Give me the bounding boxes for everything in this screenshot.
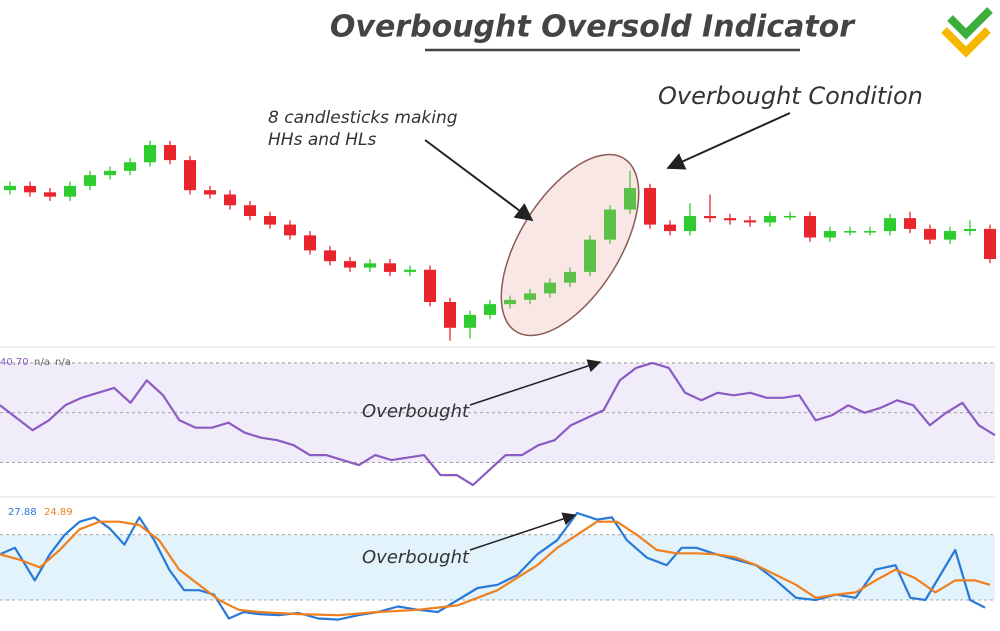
readout: 27.88 — [8, 507, 37, 518]
candle-body — [904, 218, 916, 229]
candle-body — [764, 216, 776, 223]
candle-body — [984, 228, 996, 259]
candle-body — [24, 185, 36, 193]
candle-body — [864, 231, 876, 233]
candle-body — [584, 239, 596, 272]
candle-body — [364, 263, 376, 268]
candle-body — [104, 170, 116, 176]
candle-body — [124, 162, 136, 171]
candle-body — [444, 302, 456, 328]
panels — [0, 346, 995, 601]
candle-body — [924, 228, 936, 240]
candle-body — [704, 216, 716, 219]
annotation: Overbought — [362, 401, 470, 422]
candle-body — [164, 145, 176, 161]
annotation: HHs and HLs — [268, 130, 376, 150]
candle-body — [264, 216, 276, 225]
candle-body — [464, 314, 476, 328]
candle-body — [844, 231, 856, 233]
band-fill — [0, 362, 995, 463]
candle-body — [244, 205, 256, 216]
candle-body — [744, 220, 756, 223]
candle-body — [224, 194, 236, 206]
candle-body — [204, 190, 216, 195]
candle-body — [184, 160, 196, 191]
annotation: 8 candlesticks making — [268, 108, 458, 128]
readout: 40.70 — [0, 357, 29, 368]
series-line — [0, 520, 991, 617]
candle-body — [684, 216, 696, 232]
candle-body — [144, 145, 156, 163]
candle-body — [724, 218, 736, 221]
candle-body — [44, 192, 56, 197]
arrow — [666, 112, 791, 170]
candle-body — [344, 261, 356, 268]
candle-body — [324, 250, 336, 262]
logo — [941, 7, 993, 58]
candle-body — [644, 188, 656, 225]
candle-body — [484, 304, 496, 315]
candle-body — [944, 231, 956, 240]
candle-body — [64, 185, 76, 197]
candle-body — [824, 231, 836, 238]
page-title: Overbought Oversold Indicator — [330, 10, 856, 45]
candle-body — [504, 299, 516, 305]
annotation: Overbought Condition — [658, 82, 923, 110]
candle-body — [884, 218, 896, 232]
series-line — [0, 361, 996, 487]
readout: n/a — [55, 357, 71, 368]
candle-body — [804, 216, 816, 238]
candle-body — [424, 269, 436, 302]
candle-body — [284, 224, 296, 236]
candle-body — [564, 271, 576, 283]
candle-body — [604, 209, 616, 240]
candle-body — [4, 185, 16, 191]
highlight-ellipse — [500, 153, 640, 337]
candle-body — [384, 263, 396, 272]
candle-body — [624, 188, 636, 210]
candle-body — [304, 235, 316, 251]
candle-body — [544, 282, 556, 294]
arrow — [469, 512, 577, 551]
arrow — [469, 359, 602, 406]
candle-body — [404, 269, 416, 272]
arrow — [424, 139, 534, 222]
candle-body — [784, 216, 796, 218]
candle-body — [664, 224, 676, 232]
readout: n/a — [34, 357, 50, 368]
candle-body — [964, 228, 976, 232]
annotation: Overbought — [362, 547, 470, 568]
readout: 24.89 — [44, 507, 73, 518]
candle-body — [524, 293, 536, 300]
candle-body — [84, 175, 96, 186]
